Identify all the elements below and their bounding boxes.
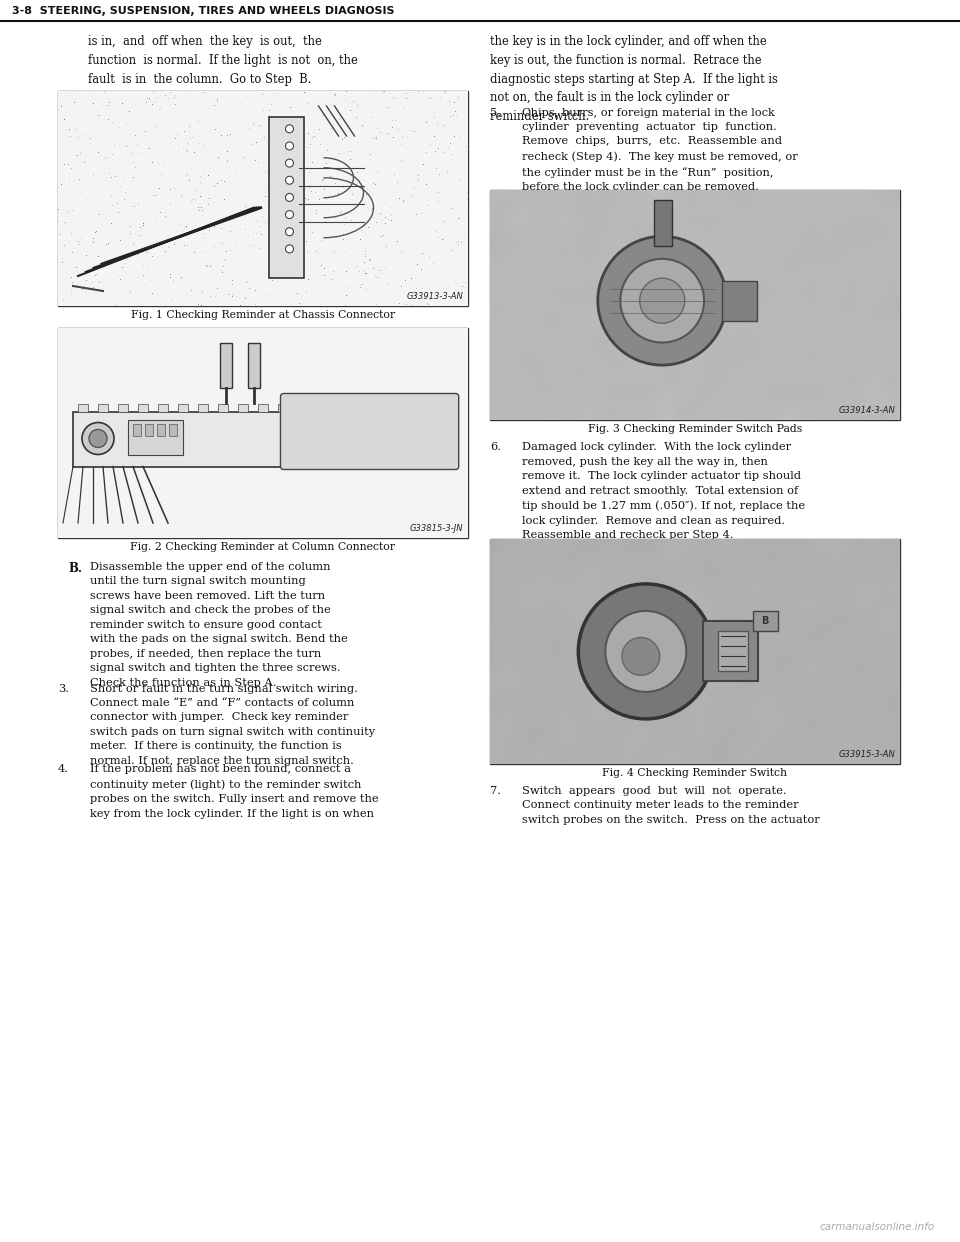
- Text: Switch  appears  good  but  will  not  operate.
Connect continuity meter leads t: Switch appears good but will not operate…: [522, 786, 820, 825]
- Text: G33913-3-AN: G33913-3-AN: [406, 292, 463, 301]
- Bar: [238, 404, 248, 411]
- Bar: [178, 404, 188, 411]
- Circle shape: [285, 245, 294, 253]
- Text: B: B: [761, 616, 769, 626]
- Circle shape: [285, 211, 294, 219]
- Text: 3-8  STEERING, SUSPENSION, TIRES AND WHEELS DIAGNOSIS: 3-8 STEERING, SUSPENSION, TIRES AND WHEE…: [12, 6, 395, 16]
- Circle shape: [578, 584, 713, 719]
- Bar: [118, 404, 128, 411]
- Bar: [490, 190, 900, 420]
- Text: 5.: 5.: [490, 108, 501, 118]
- Bar: [58, 328, 468, 538]
- Bar: [722, 281, 756, 320]
- Text: Chips, burrs, or foreign material in the lock
cylinder  preventing  actuator  ti: Chips, burrs, or foreign material in the…: [522, 108, 798, 193]
- Bar: [248, 343, 259, 388]
- Circle shape: [622, 637, 660, 676]
- Bar: [378, 404, 388, 411]
- Circle shape: [598, 236, 727, 365]
- Circle shape: [606, 611, 686, 692]
- Circle shape: [285, 176, 294, 184]
- Text: 3.: 3.: [58, 683, 69, 693]
- Text: Disassemble the upper end of the column
until the turn signal switch mounting
sc: Disassemble the upper end of the column …: [90, 561, 348, 688]
- Bar: [138, 404, 148, 411]
- Bar: [220, 343, 231, 388]
- Text: B.: B.: [68, 561, 82, 575]
- Bar: [158, 404, 168, 411]
- Bar: [145, 424, 153, 436]
- Text: is in,  and  off when  the key  is out,  the
function  is normal.  If the light : is in, and off when the key is out, the …: [88, 35, 358, 86]
- Text: Fig. 4 Checking Reminder Switch: Fig. 4 Checking Reminder Switch: [603, 768, 787, 777]
- Text: G33915-3-AN: G33915-3-AN: [838, 750, 895, 759]
- Bar: [73, 411, 453, 467]
- FancyBboxPatch shape: [280, 394, 459, 469]
- Bar: [169, 424, 177, 436]
- Bar: [490, 539, 900, 764]
- Text: 7.: 7.: [490, 786, 501, 796]
- Text: If the problem has not been found, connect a
continuity meter (light) to the rem: If the problem has not been found, conne…: [90, 765, 378, 818]
- Circle shape: [639, 278, 684, 323]
- Bar: [398, 404, 408, 411]
- Bar: [133, 424, 141, 436]
- Text: carmanualsonline.info: carmanualsonline.info: [820, 1222, 935, 1232]
- Circle shape: [285, 194, 294, 201]
- Bar: [318, 404, 328, 411]
- Text: G33815-3-JN: G33815-3-JN: [410, 524, 463, 533]
- Bar: [418, 404, 428, 411]
- Bar: [654, 200, 672, 246]
- Text: Damaged lock cylinder.  With the lock cylinder
removed, push the key all the way: Damaged lock cylinder. With the lock cyl…: [522, 442, 805, 540]
- Bar: [269, 117, 303, 278]
- Bar: [718, 631, 748, 672]
- Bar: [258, 404, 268, 411]
- Circle shape: [285, 142, 294, 150]
- Bar: [754, 611, 779, 631]
- Text: 6.: 6.: [490, 442, 501, 452]
- Text: Fig. 2 Checking Reminder at Column Connector: Fig. 2 Checking Reminder at Column Conne…: [131, 542, 396, 551]
- Bar: [278, 404, 288, 411]
- Bar: [98, 404, 108, 411]
- Circle shape: [285, 124, 294, 133]
- Bar: [298, 404, 308, 411]
- Text: Fig. 1 Checking Reminder at Chassis Connector: Fig. 1 Checking Reminder at Chassis Conn…: [131, 310, 396, 320]
- Circle shape: [285, 227, 294, 236]
- Bar: [198, 404, 208, 411]
- Bar: [0, 0, 960, 22]
- Bar: [78, 404, 88, 411]
- Bar: [157, 424, 165, 436]
- Circle shape: [82, 422, 114, 455]
- Text: G33914-3-AN: G33914-3-AN: [838, 406, 895, 415]
- Circle shape: [285, 159, 294, 168]
- Bar: [218, 404, 228, 411]
- Circle shape: [89, 430, 107, 447]
- Bar: [358, 404, 368, 411]
- Circle shape: [620, 258, 704, 343]
- Text: 4.: 4.: [58, 765, 69, 775]
- Bar: [128, 420, 183, 455]
- Text: Short or fault in the turn signal switch wiring.
Connect male “E” and “F” contac: Short or fault in the turn signal switch…: [90, 683, 375, 766]
- Bar: [58, 91, 468, 306]
- Text: Fig. 3 Checking Reminder Switch Pads: Fig. 3 Checking Reminder Switch Pads: [588, 425, 803, 435]
- Text: the key is in the lock cylinder, and off when the
key is out, the function is no: the key is in the lock cylinder, and off…: [490, 35, 778, 123]
- Bar: [338, 404, 348, 411]
- Bar: [704, 621, 758, 682]
